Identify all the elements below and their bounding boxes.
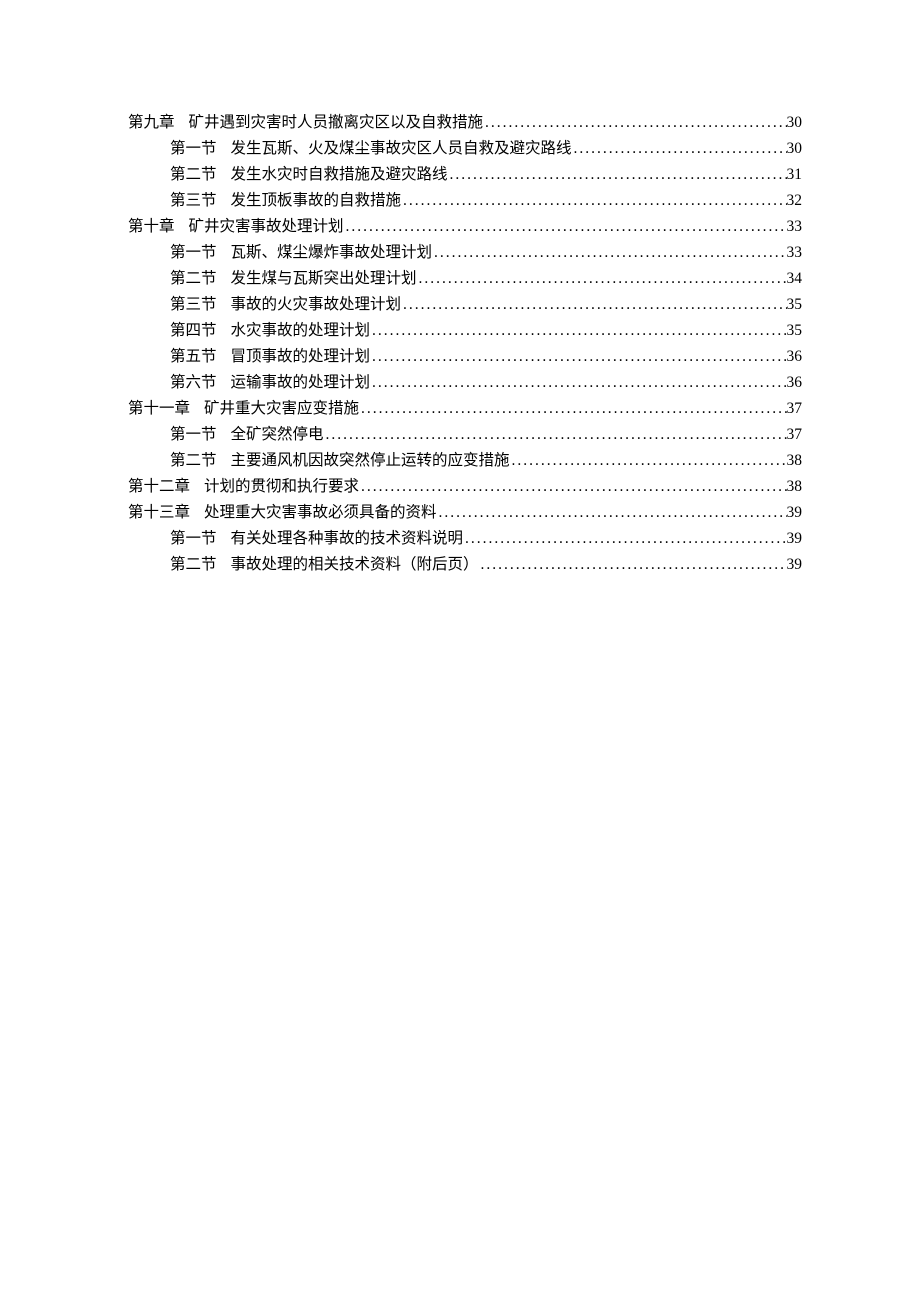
toc-entry-label: 第一节 <box>170 240 217 266</box>
toc-leader-dots <box>448 162 787 188</box>
toc-entry-label: 第四节 <box>170 318 217 344</box>
toc-entry: 第十章矿井灾害事故处理计划 33 <box>128 214 802 240</box>
toc-entry-title: 全矿突然停电 <box>231 422 324 448</box>
toc-leader-dots <box>401 292 786 318</box>
toc-entry-title: 有关处理各种事故的技术资料说明 <box>231 526 464 552</box>
toc-entry: 第十一章矿井重大灾害应变措施 37 <box>128 396 802 422</box>
toc-entry-label: 第十三章 <box>128 500 190 526</box>
toc-entry: 第三节事故的火灾事故处理计划 35 <box>128 292 802 318</box>
toc-leader-dots <box>401 188 786 214</box>
toc-entry-page: 36 <box>787 344 803 370</box>
toc-leader-dots <box>359 396 786 422</box>
toc-entry-page: 39 <box>787 552 803 578</box>
toc-entry-title: 事故的火灾事故处理计划 <box>231 292 402 318</box>
toc-entry-label: 第三节 <box>170 292 217 318</box>
toc-entry-title: 发生顶板事故的自救措施 <box>231 188 402 214</box>
toc-entry-page: 37 <box>787 396 803 422</box>
toc-entry-title: 发生水灾时自救措施及避灾路线 <box>231 162 448 188</box>
toc-entry-label: 第十章 <box>128 214 175 240</box>
toc-entry: 第一节发生瓦斯、火及煤尘事故灾区人员自救及避灾路线 30 <box>128 136 802 162</box>
toc-entry: 第一节全矿突然停电 37 <box>128 422 802 448</box>
toc-entry-title: 矿井重大灾害应变措施 <box>204 396 359 422</box>
toc-entry-label: 第二节 <box>170 552 217 578</box>
toc-entry-page: 30 <box>787 136 803 162</box>
toc-leader-dots <box>432 240 786 266</box>
toc-entry-title: 发生煤与瓦斯突出处理计划 <box>231 266 417 292</box>
toc-entry-title: 处理重大灾害事故必须具备的资料 <box>204 500 437 526</box>
toc-entry-title: 运输事故的处理计划 <box>231 370 371 396</box>
toc-leader-dots <box>463 526 786 552</box>
toc-entry-title: 瓦斯、煤尘爆炸事故处理计划 <box>231 240 433 266</box>
toc-leader-dots <box>370 370 786 396</box>
toc-entry-page: 33 <box>787 214 803 240</box>
toc-entry-label: 第二节 <box>170 266 217 292</box>
toc-entry-page: 30 <box>787 110 803 136</box>
toc-entry: 第四节水灾事故的处理计划 35 <box>128 318 802 344</box>
toc-entry: 第三节发生顶板事故的自救措施 32 <box>128 188 802 214</box>
toc-entry: 第一节有关处理各种事故的技术资料说明 39 <box>128 526 802 552</box>
toc-entry-page: 33 <box>787 240 803 266</box>
toc-entry-title: 事故处理的相关技术资料（附后页） <box>231 552 479 578</box>
toc-leader-dots <box>417 266 787 292</box>
toc-entry-title: 计划的贯彻和执行要求 <box>204 474 359 500</box>
toc-entry-page: 35 <box>787 292 803 318</box>
toc-leader-dots <box>510 448 787 474</box>
toc-entry-page: 36 <box>787 370 803 396</box>
toc-entry: 第六节运输事故的处理计划 36 <box>128 370 802 396</box>
toc-entry-label: 第五节 <box>170 344 217 370</box>
toc-entry-title: 水灾事故的处理计划 <box>231 318 371 344</box>
toc-leader-dots <box>344 214 787 240</box>
toc-entry-page: 35 <box>787 318 803 344</box>
toc-entry: 第十二章计划的贯彻和执行要求 38 <box>128 474 802 500</box>
toc-entry-title: 冒顶事故的处理计划 <box>231 344 371 370</box>
toc-entry-page: 31 <box>787 162 803 188</box>
toc-entry-label: 第三节 <box>170 188 217 214</box>
toc-entry: 第一节瓦斯、煤尘爆炸事故处理计划 33 <box>128 240 802 266</box>
toc-entry-label: 第六节 <box>170 370 217 396</box>
toc-entry-page: 37 <box>787 422 803 448</box>
toc-leader-dots <box>370 318 786 344</box>
toc-leader-dots <box>370 344 786 370</box>
toc-entry-label: 第一节 <box>170 422 217 448</box>
toc-entry: 第五节冒顶事故的处理计划 36 <box>128 344 802 370</box>
toc-entry-page: 38 <box>787 448 803 474</box>
toc-entry-label: 第二节 <box>170 162 217 188</box>
toc-entry-title: 发生瓦斯、火及煤尘事故灾区人员自救及避灾路线 <box>231 136 572 162</box>
toc-leader-dots <box>437 500 787 526</box>
toc-leader-dots <box>483 110 786 136</box>
toc-leader-dots <box>359 474 786 500</box>
toc-entry-label: 第二节 <box>170 448 217 474</box>
toc-entry-page: 34 <box>787 266 803 292</box>
toc-entry-title: 矿井遇到灾害时人员撤离灾区以及自救措施 <box>189 110 484 136</box>
toc-entry-label: 第一节 <box>170 526 217 552</box>
toc-entry-label: 第十二章 <box>128 474 190 500</box>
toc-entry: 第二节事故处理的相关技术资料（附后页） 39 <box>128 552 802 578</box>
toc-entry: 第二节发生水灾时自救措施及避灾路线 31 <box>128 162 802 188</box>
toc-entry-label: 第九章 <box>128 110 175 136</box>
toc-leader-dots <box>324 422 787 448</box>
toc-entry-label: 第一节 <box>170 136 217 162</box>
toc-entry-label: 第十一章 <box>128 396 190 422</box>
toc-leader-dots <box>572 136 787 162</box>
toc-container: 第九章矿井遇到灾害时人员撤离灾区以及自救措施30第一节发生瓦斯、火及煤尘事故灾区… <box>128 110 802 578</box>
toc-entry-title: 矿井灾害事故处理计划 <box>189 214 344 240</box>
toc-entry: 第九章矿井遇到灾害时人员撤离灾区以及自救措施 30 <box>128 110 802 136</box>
toc-entry-page: 32 <box>787 188 803 214</box>
toc-entry: 第二节主要通风机因故突然停止运转的应变措施 38 <box>128 448 802 474</box>
toc-entry: 第十三章处理重大灾害事故必须具备的资料 39 <box>128 500 802 526</box>
toc-leader-dots <box>479 552 787 578</box>
toc-entry: 第二节发生煤与瓦斯突出处理计划 34 <box>128 266 802 292</box>
toc-entry-page: 39 <box>787 526 803 552</box>
toc-entry-title: 主要通风机因故突然停止运转的应变措施 <box>231 448 510 474</box>
toc-entry-page: 38 <box>787 474 803 500</box>
toc-entry-page: 39 <box>787 500 803 526</box>
